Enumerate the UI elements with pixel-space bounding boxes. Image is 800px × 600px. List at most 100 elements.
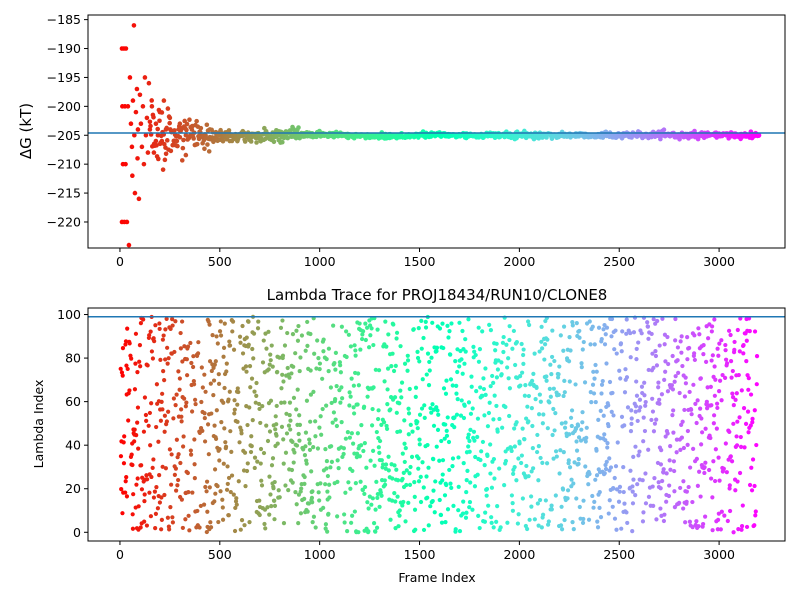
lambda-point [426,465,431,470]
lambda-point [134,482,139,487]
delta-g-point [180,145,186,151]
lambda-point [559,527,565,532]
delta-g-point [145,150,151,155]
lambda-point [594,369,599,374]
lambda-point [455,397,460,402]
lambda-point [385,366,391,371]
lambda-point [549,503,554,508]
lambda-point [658,506,663,511]
lambda-point [637,449,642,454]
lambda-point [382,478,387,483]
lambda-point [364,465,369,470]
lambda-point [624,510,629,515]
lambda-point [252,455,258,460]
lambda-point [565,488,571,493]
lambda-point [542,342,548,347]
lambda-point [517,441,522,446]
lambda-point [748,392,754,397]
lambda-point [290,480,295,485]
lambda-point [534,385,539,390]
lambda-point [466,317,471,322]
lambda-point [587,319,592,324]
lambda-point [693,401,698,406]
lambda-point [701,352,706,357]
lambda-point [582,380,588,385]
lambda-point [226,397,231,402]
lambda-point [754,442,759,448]
lambda-point [267,474,272,479]
lambda-point [480,329,485,334]
lambda-point [351,441,356,446]
lambda-point [426,523,431,528]
lambda-point [254,380,259,386]
lambda-point [305,319,310,325]
lambda-point [698,376,703,381]
lambda-point [161,333,166,338]
lambda-point [191,379,196,384]
lambda-point [725,518,730,524]
lambda-point [744,359,749,364]
lambda-point [607,498,612,503]
lambda-point [273,427,278,432]
lambda-point [256,401,262,407]
lambda-point [176,369,181,374]
lambda-point [398,344,403,349]
lambda-point [384,344,389,349]
lambda-point [460,511,466,516]
lambda-point [170,515,175,520]
lambda-point [671,430,676,435]
lambda-point [467,505,472,510]
lambda-point [495,367,501,372]
lambda-point [530,378,535,383]
delta-g-point [130,173,135,179]
lambda-point [488,442,493,447]
lambda-point [491,417,496,422]
lambda-point [222,321,227,326]
lambda-point [378,490,383,495]
lambda-point [741,343,746,348]
delta-g-point [248,139,254,144]
lambda-point [616,499,622,504]
lambda-point [296,521,301,526]
lambda-point [405,353,410,358]
lambda-point [224,361,229,366]
lambda-point [417,442,422,447]
lambda-point [590,493,595,499]
lambda-point [580,410,585,415]
lambda-point [512,426,517,431]
lambda-point [374,479,379,484]
delta-g-point [151,150,157,155]
lambda-point [310,519,315,525]
lambda-point [159,399,164,404]
lambda-point [618,376,623,381]
lambda-point [361,329,366,334]
lambda-point [297,422,303,427]
lambda-point [212,467,218,472]
lambda-point [583,464,588,469]
lambda-point [268,352,273,357]
lambda-point [135,369,140,375]
lambda-point [149,349,155,354]
lambda-point [408,464,413,470]
lambda-point [607,379,613,385]
lambda-point [379,422,384,427]
lambda-point [210,333,215,338]
lambda-point [682,407,687,413]
lambda-point [213,491,218,496]
lambda-point [286,488,291,493]
lambda-point [327,495,332,500]
lambda-point [329,400,334,406]
lambda-point [376,368,382,373]
lambda-point [444,433,450,438]
lambda-point [252,389,257,394]
y-tick-label: 40 [65,438,81,453]
lambda-point [321,505,326,510]
lambda-point [715,517,721,522]
lambda-point [604,361,609,366]
lambda-point [163,327,168,332]
lambda-point [386,468,391,473]
lambda-point [560,487,566,492]
lambda-point [507,337,512,343]
lambda-point [227,389,232,394]
lambda-point [641,415,646,420]
